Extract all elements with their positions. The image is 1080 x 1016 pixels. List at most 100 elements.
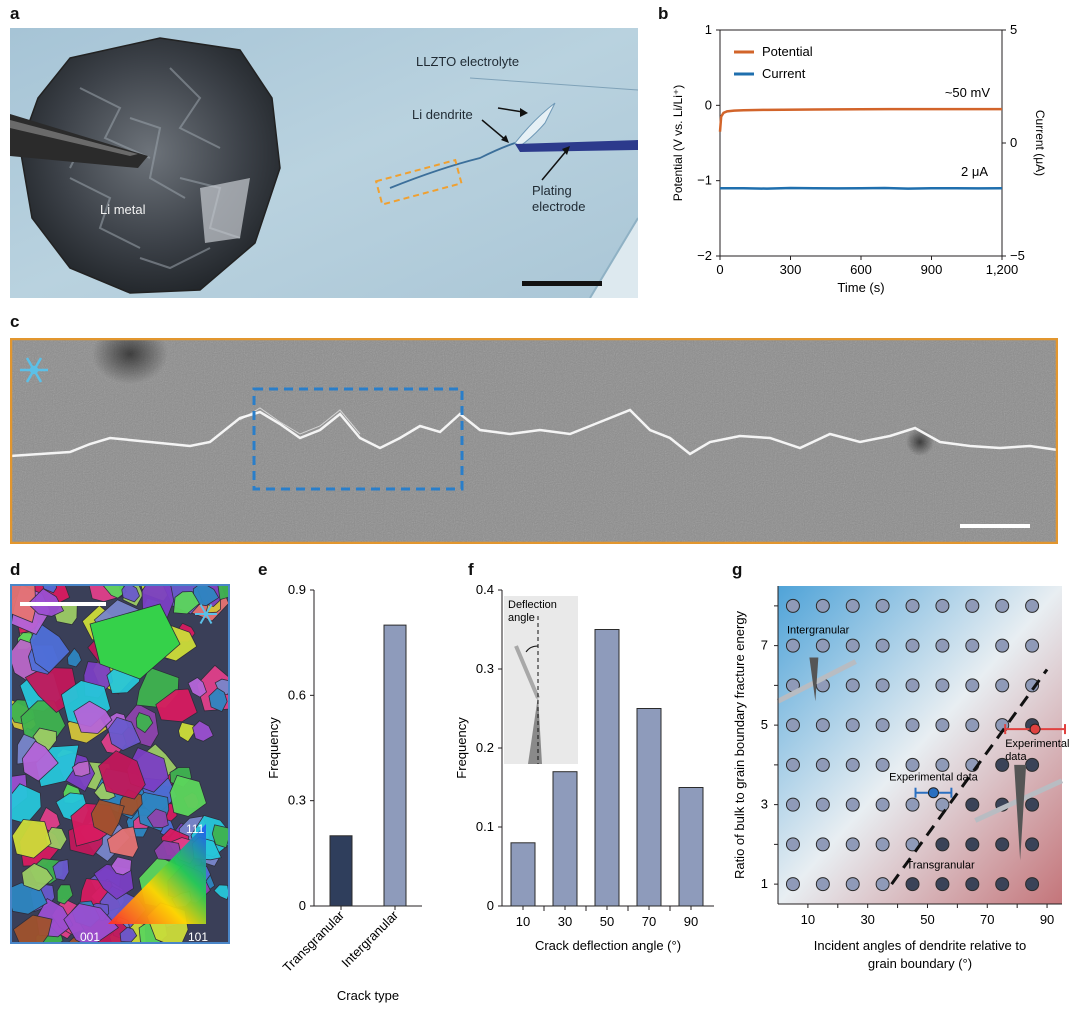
grid-point [1025,757,1040,772]
grain [71,760,91,777]
grid-point [995,877,1010,892]
inset-label-f-line1: Deflection [508,599,557,611]
grid-point [815,638,830,653]
grid-point [785,638,800,653]
transgranular-dendrite-glyph [1014,764,1027,861]
grid-point [935,598,950,613]
y-tick-label-e: 0.9 [288,582,306,597]
grid-point [785,757,800,772]
grid-point [815,797,830,812]
x-tick-label-f: 30 [558,914,572,929]
grid-point [1025,797,1040,812]
grain [208,687,228,713]
grid-point [845,678,860,693]
grid-point [875,757,890,772]
plating-line1: Plating [532,183,572,198]
grain [56,884,74,905]
inset-label-f-line2: angle [508,612,535,624]
region-label-intergranular: Intergranular [787,625,850,637]
label-li-dendrite: Li dendrite [412,107,473,122]
panel-label-a: a [10,4,20,23]
grain [110,856,132,876]
y-axis-label-e: Frequency [266,717,281,779]
x-axis-label-g-line2: grain boundary (°) [868,956,972,971]
grain [106,826,139,858]
inset-dendrite-f [528,696,542,764]
annotation-2ua: 2 μA [961,164,988,179]
grain [217,584,230,601]
inset-angle-arc-f [525,645,539,653]
grid-point [785,598,800,613]
x-axis-label-f: Crack deflection angle (°) [535,938,681,953]
y-tick-label-e: 0 [299,898,306,913]
experimental-point [1029,723,1041,735]
x-tick-label-b: 900 [921,262,943,277]
x-tick-label-f: 70 [642,914,656,929]
bar-f-30 [552,771,578,907]
grain [107,716,142,751]
grid-point [815,837,830,852]
x-tick-label-b: 300 [780,262,802,277]
grain [12,914,53,944]
phase-map-background [778,586,1062,904]
x-tick-label-g: 70 [980,912,994,927]
grid-point [845,797,860,812]
x-axis-label-g-line1: Incident angles of dendrite relative to [814,938,1026,953]
grain [21,740,59,782]
y-left-tick-label-b: −2 [697,248,712,263]
li-metal-disc [19,37,281,294]
grid-point [965,718,980,733]
grid-point [905,678,920,693]
grid-point [995,678,1010,693]
panel-a-micrograph [10,28,638,298]
grain [63,903,120,944]
grain [192,584,220,607]
y-left-tick-label-b: 1 [705,22,712,37]
x-tick-label-g: 30 [860,912,874,927]
grid-point [935,797,950,812]
grid-point [815,877,830,892]
grain [103,584,127,599]
y-tick-label-g: 5 [761,717,768,732]
y-tick-label-g: 7 [761,638,768,653]
crack-region-box [374,158,463,206]
grid-point [995,757,1010,772]
panel-label-g: g [732,560,743,579]
bar-f-10 [510,842,536,907]
bar-e-intergranular [383,624,407,907]
grid-point [965,638,980,653]
experimental-point [927,787,939,799]
panel-b-chart: 0 300 600 900 1,200 −2 −1 0 1 −5 0 5 Time (s) Potenti… [671,22,1047,295]
panel-g-chart: Intergranular Transgranular Experimental d… [732,586,1069,971]
intergranular-gb-glyph [776,659,857,704]
grid-point [935,638,950,653]
grid-point [785,797,800,812]
scale-bar-d [20,602,106,606]
intergranular-dendrite-glyph [809,657,819,702]
y-tick-label-e: 0.3 [288,793,306,808]
grid-point [845,718,860,733]
panel-label-f: f [468,560,474,579]
grain [146,808,169,829]
x-tick-label-g: 50 [920,912,934,927]
label-llzto: LLZTO electrolyte [416,54,520,69]
snowflake-icon-d [195,603,217,625]
experimental-label-blue: Experimental data [889,772,979,784]
y-tick-label-f: 0 [487,898,494,913]
grid-point [815,718,830,733]
grain [192,720,214,742]
grid-point [875,837,890,852]
y-tick-label-f: 0.1 [476,819,494,834]
grain [169,774,207,817]
grid-point [845,598,860,613]
inset-background-f [504,596,578,764]
label-li-metal: Li metal [100,202,146,217]
panel-d-ebsd [10,584,230,944]
bar-f-90 [678,787,704,907]
inset-crack-f [514,645,540,699]
ipf-label-101: 101 [188,930,209,944]
panel-label-e: e [258,560,268,579]
grid-point [785,877,800,892]
y-right-tick-label-b: 0 [1010,135,1017,150]
